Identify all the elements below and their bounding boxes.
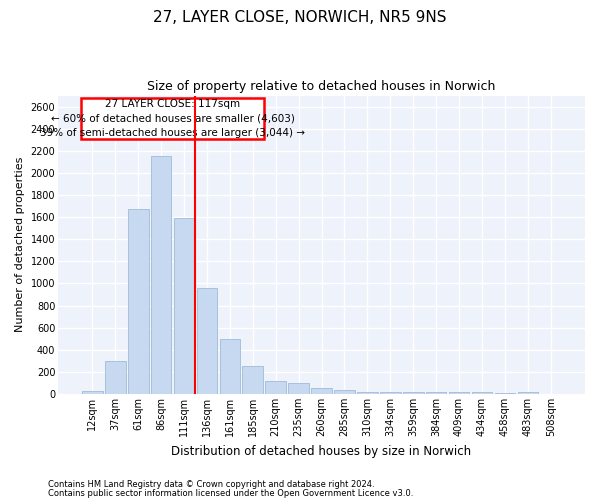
- Text: Contains public sector information licensed under the Open Government Licence v3: Contains public sector information licen…: [48, 488, 413, 498]
- Text: 27, LAYER CLOSE, NORWICH, NR5 9NS: 27, LAYER CLOSE, NORWICH, NR5 9NS: [153, 10, 447, 25]
- Y-axis label: Number of detached properties: Number of detached properties: [15, 157, 25, 332]
- Bar: [151, 156, 172, 394]
- Bar: [220, 338, 240, 394]
- Bar: [472, 392, 492, 394]
- Bar: [518, 392, 538, 394]
- X-axis label: Distribution of detached houses by size in Norwich: Distribution of detached houses by size …: [172, 444, 472, 458]
- Bar: [426, 392, 446, 394]
- Bar: [449, 392, 469, 394]
- Text: 39% of semi-detached houses are larger (3,044) →: 39% of semi-detached houses are larger (…: [40, 128, 305, 138]
- Bar: [128, 210, 149, 394]
- Bar: [82, 98, 264, 138]
- Bar: [265, 380, 286, 394]
- Bar: [334, 390, 355, 394]
- Text: Contains HM Land Registry data © Crown copyright and database right 2024.: Contains HM Land Registry data © Crown c…: [48, 480, 374, 489]
- Text: 27 LAYER CLOSE: 117sqm: 27 LAYER CLOSE: 117sqm: [105, 99, 241, 109]
- Bar: [82, 392, 103, 394]
- Bar: [174, 218, 194, 394]
- Bar: [357, 392, 377, 394]
- Text: ← 60% of detached houses are smaller (4,603): ← 60% of detached houses are smaller (4,…: [51, 113, 295, 123]
- Bar: [242, 366, 263, 394]
- Bar: [197, 288, 217, 394]
- Bar: [105, 361, 125, 394]
- Bar: [311, 388, 332, 394]
- Bar: [289, 383, 309, 394]
- Bar: [403, 392, 424, 394]
- Title: Size of property relative to detached houses in Norwich: Size of property relative to detached ho…: [148, 80, 496, 93]
- Bar: [380, 392, 401, 394]
